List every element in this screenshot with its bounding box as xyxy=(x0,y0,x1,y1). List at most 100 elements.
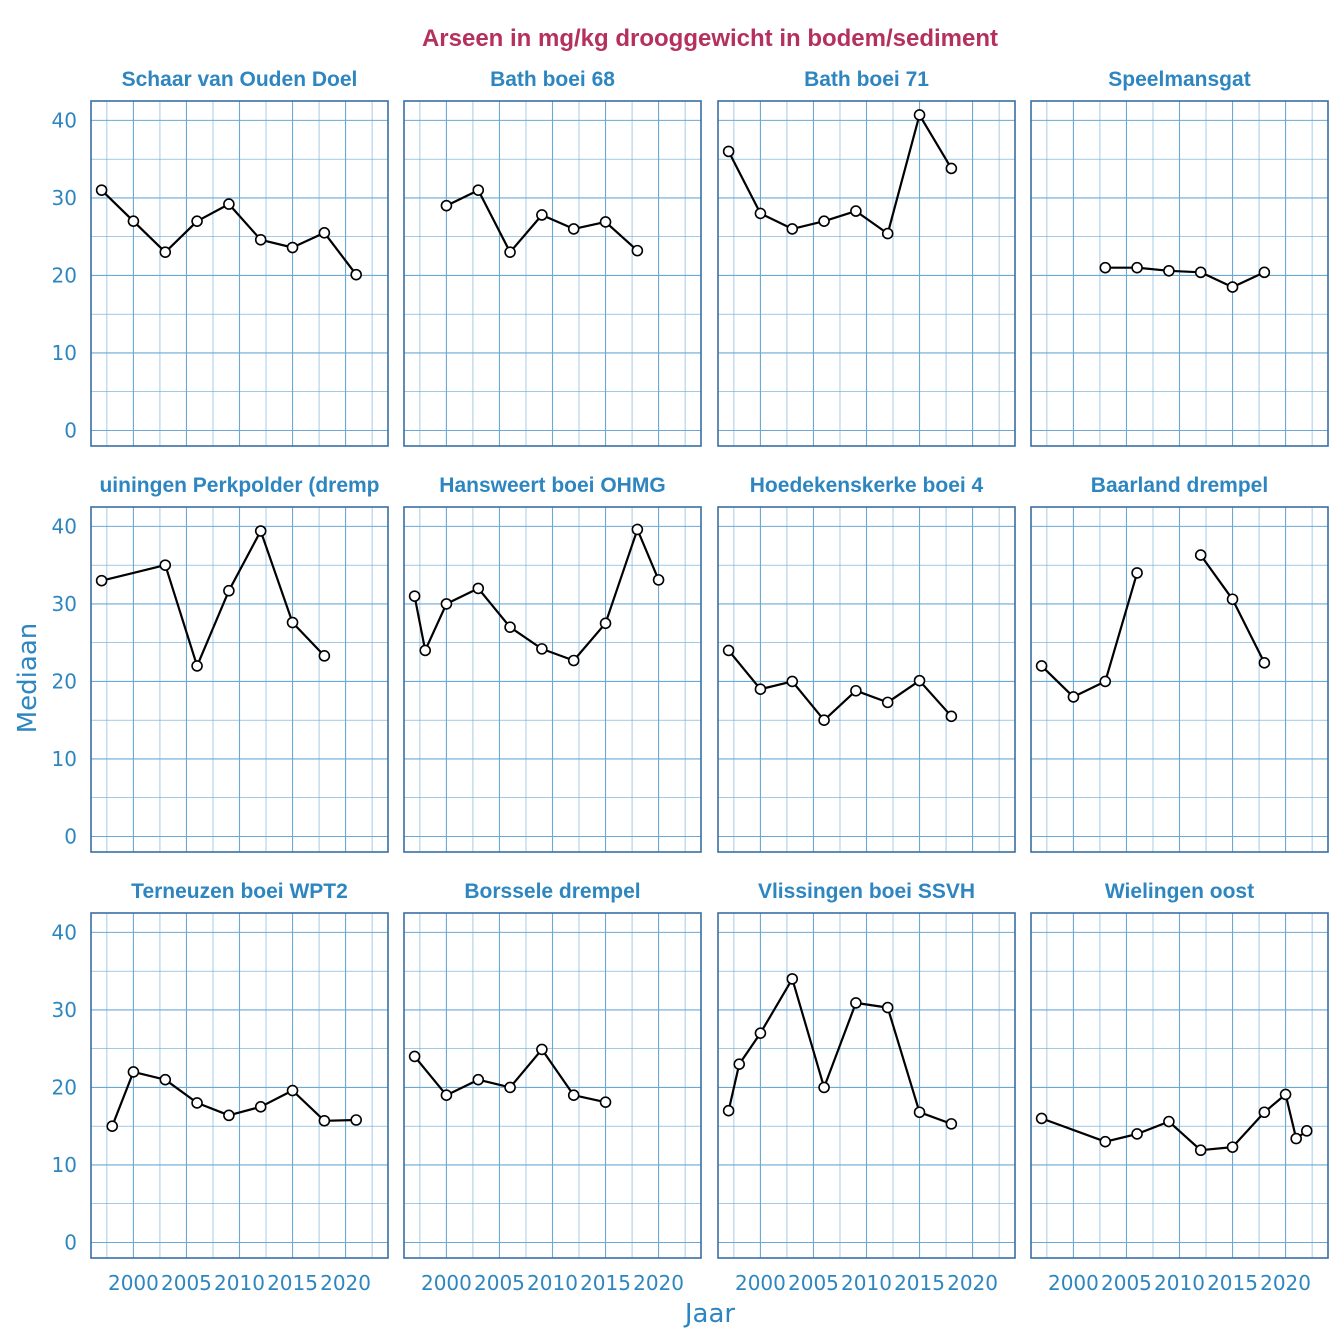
data-point xyxy=(1131,567,1143,579)
series-line xyxy=(1040,572,1139,699)
x-tick-label: 2000 xyxy=(1048,1271,1099,1295)
x-tick-label: 2015 xyxy=(267,1271,318,1295)
data-point xyxy=(536,209,548,221)
data-point xyxy=(286,241,299,254)
panel-title: Bath boei 68 xyxy=(490,68,615,91)
data-point xyxy=(1131,1128,1143,1140)
panel-6: Hansweert boei OHMG xyxy=(403,474,702,853)
data-point xyxy=(652,574,665,586)
panel-title: Terneuzen boei WPT2 xyxy=(131,880,348,903)
panel-title: Bath boei 71 xyxy=(804,68,929,91)
panel-title: Hansweert boei OHMG xyxy=(439,474,665,497)
data-point xyxy=(1258,1106,1271,1119)
data-point xyxy=(408,1050,421,1063)
panel-border xyxy=(717,506,1016,853)
data-point xyxy=(472,1073,485,1086)
data-point xyxy=(1163,264,1175,277)
x-tick-label: 2000 xyxy=(735,1271,786,1295)
x-tick-label: 2010 xyxy=(841,1271,892,1295)
data-point xyxy=(419,644,432,657)
x-tick-label: 2020 xyxy=(947,1271,998,1295)
data-point xyxy=(1035,1112,1048,1125)
data-point xyxy=(223,584,235,597)
x-tick-label: 2005 xyxy=(161,1271,212,1295)
y-tick-label: 40 xyxy=(52,108,77,132)
data-point xyxy=(536,1043,548,1056)
data-point xyxy=(786,675,799,688)
data-point xyxy=(722,145,735,158)
panel-border xyxy=(90,912,389,1259)
x-tick-label: 2015 xyxy=(894,1271,945,1295)
data-point xyxy=(106,1120,119,1133)
data-point xyxy=(754,207,767,220)
panel-1: Schaar van Ouden Doel 0 10 20 30 40 xyxy=(52,68,389,447)
data-point xyxy=(1226,281,1239,293)
data-point xyxy=(754,1027,767,1039)
y-tick-label: 10 xyxy=(52,341,77,365)
panel-border xyxy=(1030,912,1329,1259)
data-point xyxy=(881,696,894,709)
panel-border xyxy=(403,912,702,1259)
panel-title: Vlissingen boei SSVH xyxy=(758,880,975,903)
data-point xyxy=(95,184,108,196)
panels-group: Schaar van Ouden Doel 0 10 20 30 40 Bath boei … xyxy=(52,68,1329,1295)
panel-7: Hoedekenskerke boei 4 xyxy=(717,474,1016,853)
data-point xyxy=(127,215,140,227)
panel-title: Hoedekenskerke boei 4 xyxy=(750,474,984,497)
panel-border xyxy=(1030,506,1329,853)
data-point xyxy=(913,1106,926,1119)
y-tick-label: 0 xyxy=(64,418,77,442)
data-point xyxy=(913,674,926,687)
data-point xyxy=(254,233,267,246)
panel-title: Borssele drempel xyxy=(464,880,640,903)
data-point xyxy=(733,1058,746,1070)
data-point xyxy=(567,1089,580,1101)
data-point xyxy=(1226,1141,1239,1153)
data-point xyxy=(850,997,862,1009)
panel-10: Borssele drempel 2000 2005 2010 2015 2020 xyxy=(403,880,702,1295)
data-point xyxy=(1163,1115,1175,1128)
panel-9: Terneuzen boei WPT2 0 10 20 30 40 2000 2005 2010… xyxy=(52,880,389,1295)
x-tick-label: 2005 xyxy=(1101,1271,1152,1295)
x-tick-label: 2020 xyxy=(320,1271,371,1295)
data-point xyxy=(350,268,362,281)
data-point xyxy=(1194,266,1207,279)
y-tick-label: 40 xyxy=(52,920,77,944)
x-tick-label: 2010 xyxy=(1154,1271,1205,1295)
data-point xyxy=(850,205,862,217)
data-point xyxy=(191,660,203,672)
data-point xyxy=(599,216,612,228)
data-point xyxy=(318,1114,331,1127)
data-point xyxy=(786,973,799,985)
data-point xyxy=(1035,660,1048,672)
data-point xyxy=(1300,1125,1313,1137)
panel-11: Vlissingen boei SSVH 2000 2005 2010 2015 2020 xyxy=(717,880,1016,1295)
data-point xyxy=(818,714,830,727)
y-tick-label: 20 xyxy=(52,1075,77,1099)
data-point xyxy=(786,223,799,235)
data-point xyxy=(567,654,580,667)
panel-3: Bath boei 71 xyxy=(717,68,1016,447)
y-tick-label: 20 xyxy=(52,263,77,287)
panel-2: Bath boei 68 xyxy=(403,68,702,447)
data-point xyxy=(191,1097,203,1109)
panel-border xyxy=(90,100,389,447)
x-axis-title: Jaar xyxy=(683,1299,736,1329)
data-point xyxy=(159,246,172,258)
data-point xyxy=(440,1089,453,1101)
data-point xyxy=(223,198,235,210)
data-point xyxy=(1099,675,1112,688)
data-point xyxy=(440,199,453,212)
y-tick-label: 10 xyxy=(52,1153,77,1177)
data-point xyxy=(913,109,926,121)
data-point xyxy=(472,582,485,595)
data-point xyxy=(408,590,421,602)
panel-title: Wielingen oost xyxy=(1105,880,1254,903)
data-point xyxy=(223,1109,235,1122)
y-tick-label: 0 xyxy=(64,824,77,848)
data-point xyxy=(881,227,894,240)
panel-8: Baarland drempel xyxy=(1030,474,1329,853)
panel-title: Baarland drempel xyxy=(1091,474,1268,497)
